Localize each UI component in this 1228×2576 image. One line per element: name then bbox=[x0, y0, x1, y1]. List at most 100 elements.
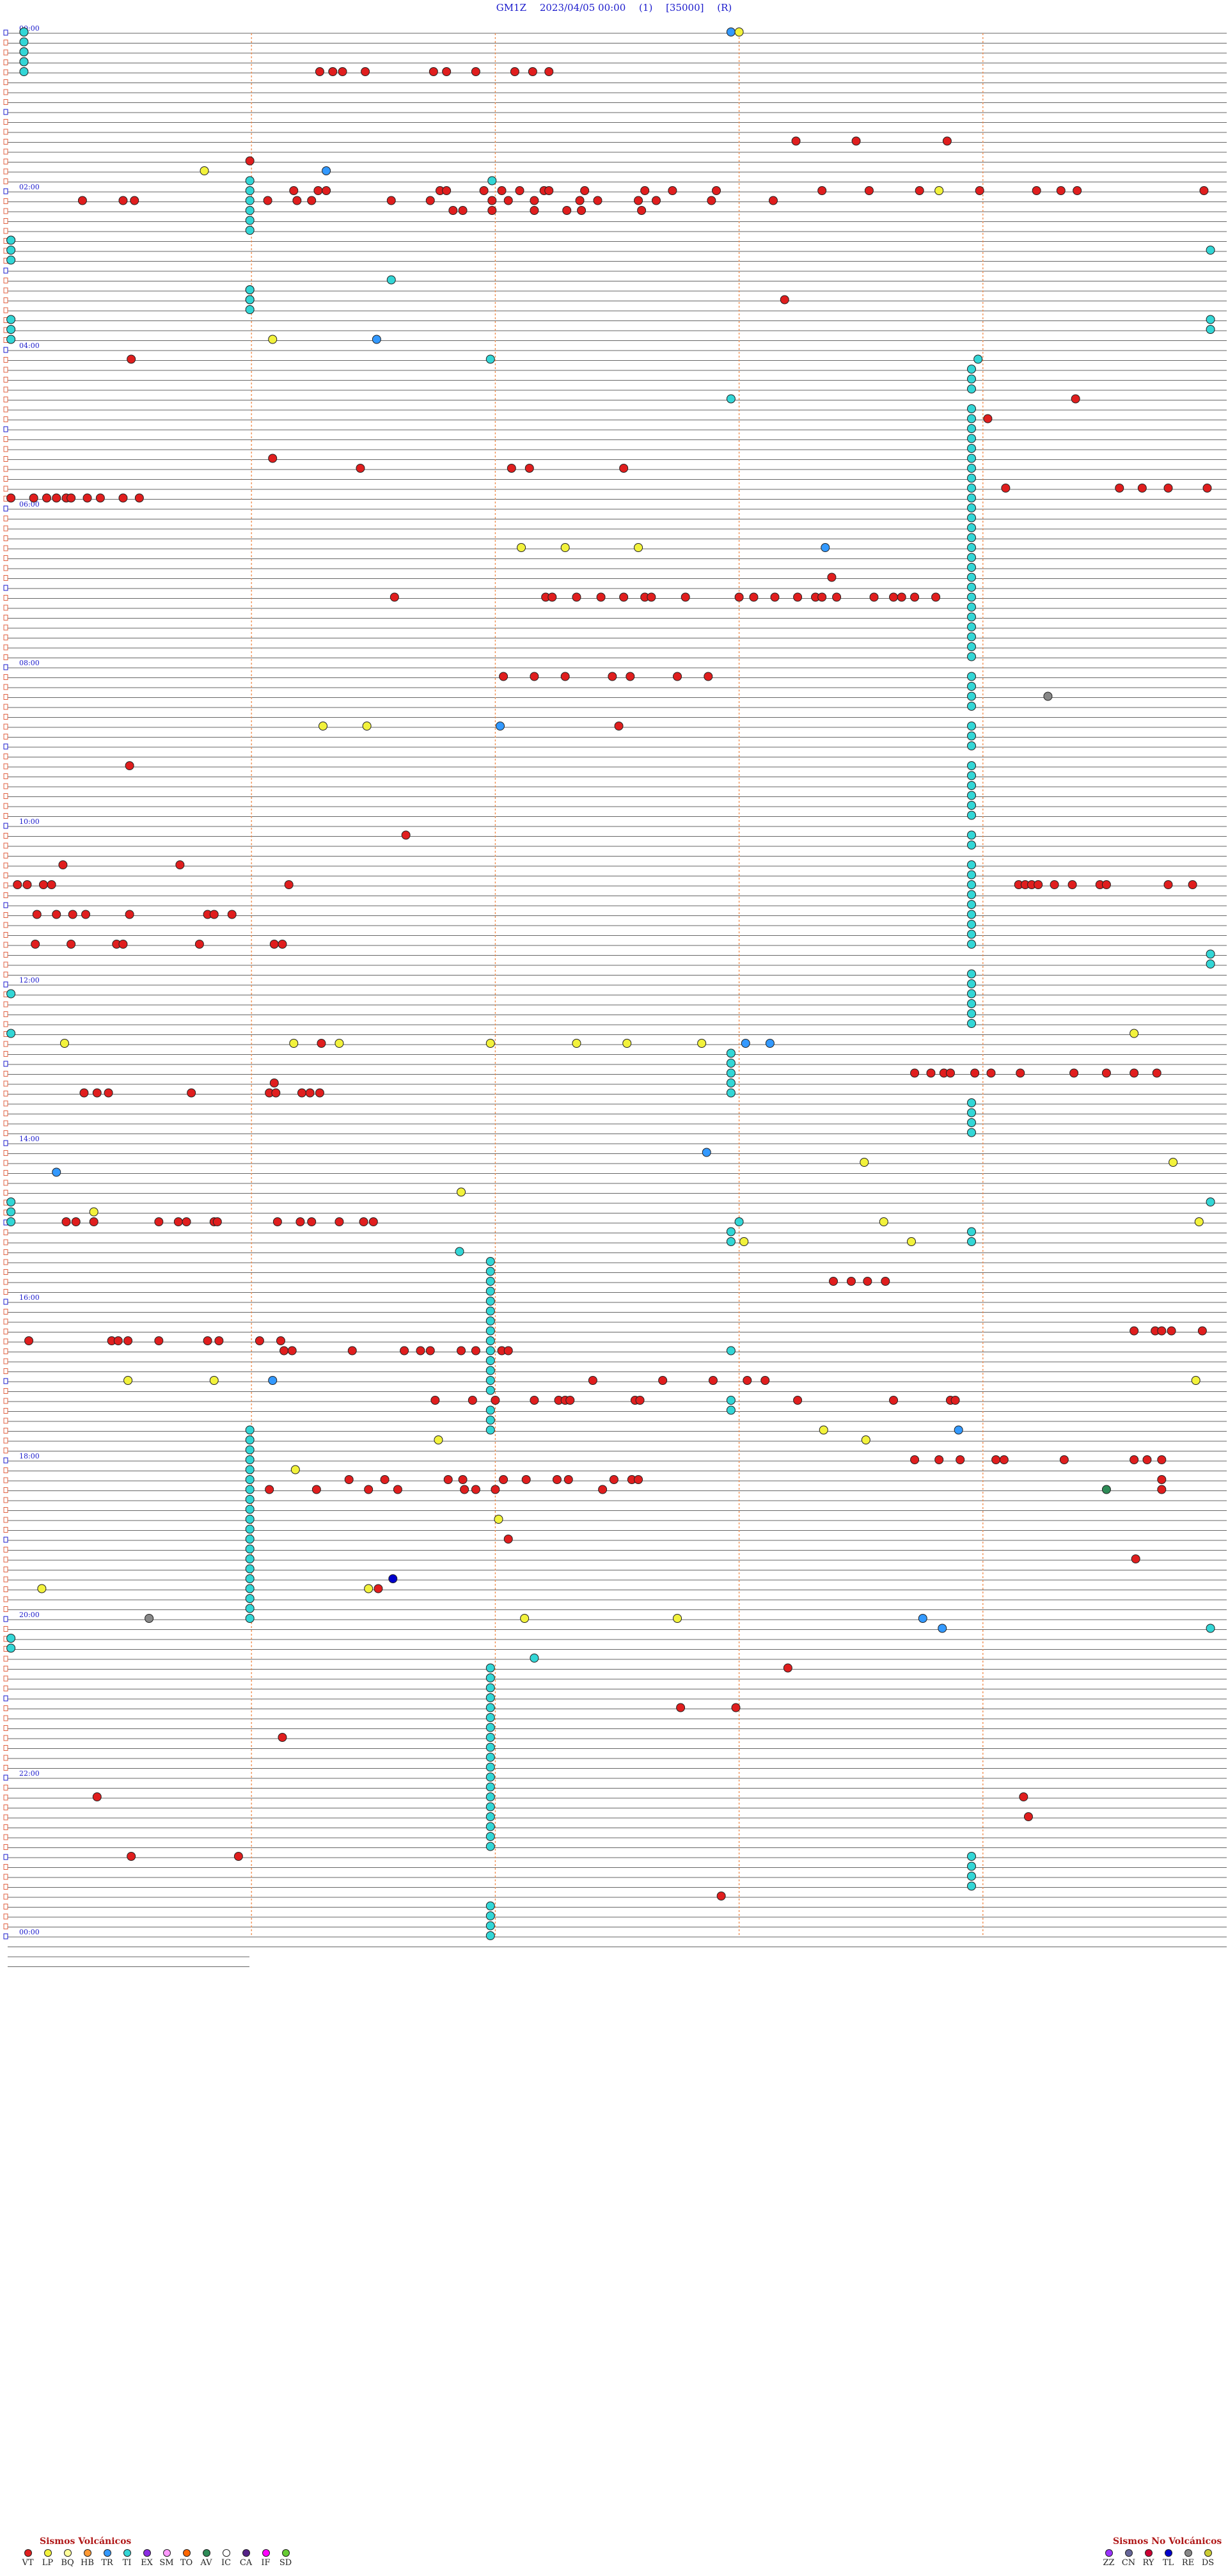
hour-label: 00:00 bbox=[19, 1928, 40, 1936]
event-marker bbox=[494, 1515, 503, 1524]
trace-lines bbox=[8, 33, 1227, 1967]
event-marker bbox=[443, 1475, 453, 1484]
event-marker bbox=[673, 672, 682, 681]
event-marker bbox=[967, 553, 977, 562]
event-marker bbox=[245, 1515, 255, 1524]
row-tick bbox=[3, 1695, 8, 1702]
event-marker bbox=[712, 186, 721, 195]
row-tick bbox=[3, 1655, 8, 1662]
row-tick bbox=[3, 139, 8, 145]
event-marker bbox=[651, 196, 661, 205]
event-marker bbox=[471, 67, 480, 76]
legend-swatch bbox=[1164, 2549, 1172, 2557]
event-marker bbox=[386, 275, 396, 285]
row-tick bbox=[3, 1834, 8, 1840]
event-marker bbox=[245, 1475, 255, 1484]
row-tick bbox=[3, 1269, 8, 1275]
event-marker bbox=[487, 196, 497, 205]
row-tick bbox=[3, 1229, 8, 1235]
event-marker bbox=[1163, 880, 1173, 889]
row-tick bbox=[3, 1348, 8, 1354]
event-marker bbox=[6, 325, 16, 334]
event-marker bbox=[425, 1346, 435, 1355]
event-marker bbox=[967, 1227, 977, 1237]
event-marker bbox=[967, 741, 977, 750]
legend-swatch bbox=[242, 2549, 250, 2557]
event-marker bbox=[572, 1039, 581, 1048]
event-marker bbox=[200, 166, 209, 175]
row-tick bbox=[3, 1893, 8, 1900]
event-marker bbox=[245, 1594, 255, 1603]
event-marker bbox=[245, 1554, 255, 1563]
event-marker bbox=[967, 434, 977, 443]
row-tick bbox=[3, 1428, 8, 1434]
event-marker bbox=[950, 1396, 960, 1405]
event-marker bbox=[127, 1852, 136, 1861]
row-tick bbox=[3, 595, 8, 601]
event-marker bbox=[209, 1376, 219, 1385]
event-marker bbox=[1157, 1455, 1167, 1464]
row-tick bbox=[3, 367, 8, 373]
event-marker bbox=[448, 206, 458, 215]
event-marker bbox=[485, 1277, 495, 1286]
row-tick bbox=[3, 793, 8, 799]
event-marker bbox=[967, 1872, 977, 1881]
row-tick bbox=[3, 307, 8, 313]
row-tick bbox=[3, 743, 8, 750]
event-marker bbox=[458, 1475, 468, 1484]
row-tick bbox=[3, 1309, 8, 1315]
event-marker bbox=[637, 206, 647, 215]
legend-item: IC bbox=[216, 2549, 236, 2568]
event-marker bbox=[967, 632, 977, 642]
row-tick bbox=[3, 129, 8, 135]
event-marker bbox=[726, 1227, 736, 1237]
event-marker bbox=[485, 1336, 495, 1345]
event-marker bbox=[292, 196, 302, 205]
row-tick bbox=[3, 1388, 8, 1394]
event-marker bbox=[926, 1068, 936, 1078]
event-marker bbox=[71, 1217, 81, 1226]
legend-label: DS bbox=[1201, 2558, 1215, 2568]
event-marker bbox=[967, 830, 977, 840]
event-marker bbox=[942, 136, 952, 146]
event-marker bbox=[245, 1425, 255, 1435]
event-marker bbox=[503, 1346, 513, 1355]
event-marker bbox=[315, 1088, 324, 1098]
row-tick bbox=[3, 79, 8, 85]
event-marker bbox=[889, 1396, 899, 1405]
event-marker bbox=[125, 761, 134, 770]
event-marker bbox=[485, 1802, 495, 1812]
event-markers bbox=[6, 28, 1215, 1940]
hour-label: 22:00 bbox=[19, 1769, 40, 1778]
event-marker bbox=[967, 910, 977, 919]
legend-item: TR bbox=[97, 2549, 117, 2568]
event-marker bbox=[245, 1614, 255, 1623]
row-tick bbox=[3, 1001, 8, 1007]
event-marker bbox=[499, 672, 508, 681]
row-tick bbox=[3, 1110, 8, 1116]
row-tick bbox=[3, 1596, 8, 1602]
row-tick bbox=[3, 882, 8, 889]
event-marker bbox=[580, 186, 590, 195]
event-marker bbox=[485, 1663, 495, 1673]
event-marker bbox=[783, 1663, 792, 1673]
event-marker bbox=[575, 196, 585, 205]
legend-label: RE bbox=[1181, 2558, 1195, 2568]
event-marker bbox=[864, 186, 874, 195]
event-marker bbox=[819, 1425, 828, 1435]
event-marker bbox=[485, 1733, 495, 1742]
row-tick bbox=[3, 1686, 8, 1691]
row-tick bbox=[3, 178, 8, 184]
event-marker bbox=[503, 1535, 513, 1544]
row-tick bbox=[3, 763, 8, 770]
row-tick bbox=[3, 803, 8, 809]
event-marker bbox=[598, 1485, 608, 1494]
event-marker bbox=[967, 543, 977, 552]
row-tick bbox=[3, 406, 8, 413]
row-tick bbox=[3, 188, 8, 194]
event-marker bbox=[915, 186, 924, 195]
event-marker bbox=[6, 255, 16, 265]
event-marker bbox=[245, 1455, 255, 1464]
row-tick bbox=[3, 29, 8, 36]
